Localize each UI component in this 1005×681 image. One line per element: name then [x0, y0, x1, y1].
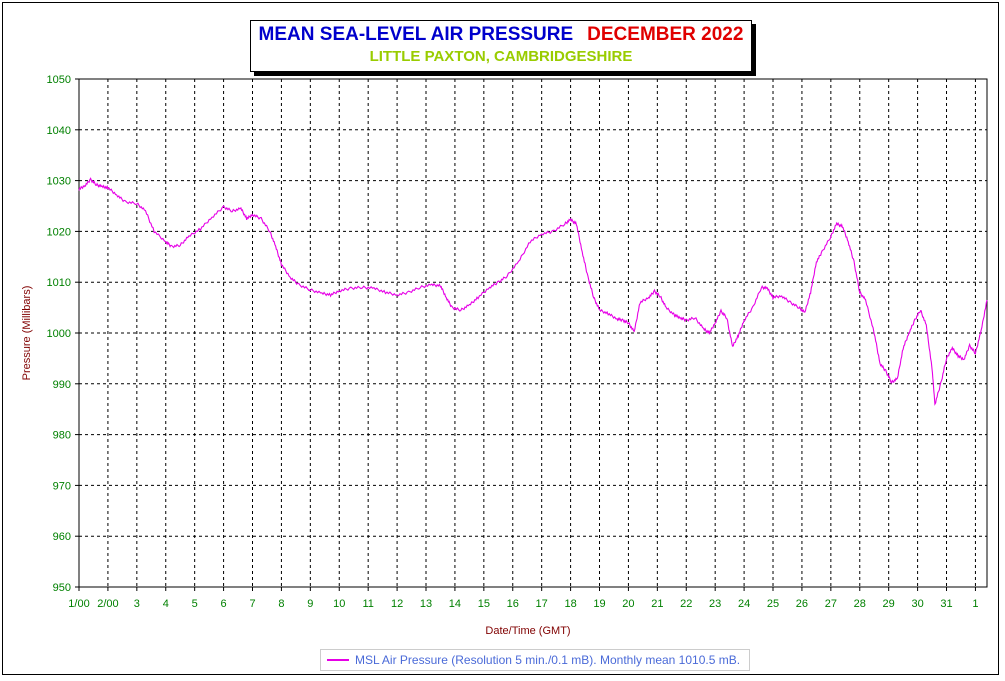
legend-swatch	[327, 659, 349, 661]
x-tick-label: 29	[883, 598, 895, 610]
y-tick-label: 970	[53, 480, 71, 492]
x-tick-label: 15	[478, 598, 490, 610]
x-tick-label: 21	[651, 598, 663, 610]
x-tick-label: 1	[972, 598, 978, 610]
x-tick-label: 30	[911, 598, 923, 610]
plot-area	[78, 78, 988, 588]
x-tick-label: 17	[536, 598, 548, 610]
x-tick-label: 28	[854, 598, 866, 610]
x-tick-label: 3	[134, 598, 140, 610]
x-tick-label: 27	[825, 598, 837, 610]
y-tick-label: 1020	[47, 226, 71, 238]
title-main: MEAN SEA-LEVEL AIR PRESSURE	[258, 24, 574, 45]
x-tick-label: 16	[507, 598, 519, 610]
x-tick-label: 1/00	[68, 598, 89, 610]
x-tick-label: 5	[192, 598, 198, 610]
chart-title-box: MEAN SEA-LEVEL AIR PRESSURE DECEMBER 2022…	[250, 20, 752, 72]
x-tick-label: 25	[767, 598, 779, 610]
x-tick-label: 26	[796, 598, 808, 610]
y-tick-label: 1000	[47, 328, 71, 340]
x-tick-label: 31	[940, 598, 952, 610]
legend: MSL Air Pressure (Resolution 5 min./0.1 …	[320, 649, 750, 671]
y-tick-label: 960	[53, 531, 71, 543]
chart-subtitle: LITTLE PAXTON, CAMBRIDGESHIRE	[369, 48, 633, 65]
x-tick-label: 12	[391, 598, 403, 610]
y-tick-label: 1040	[47, 125, 71, 137]
x-tick-label: 8	[278, 598, 284, 610]
y-tick-label: 950	[53, 582, 71, 594]
x-tick-label: 9	[307, 598, 313, 610]
legend-label: MSL Air Pressure (Resolution 5 min./0.1 …	[355, 653, 741, 667]
x-tick-label: 18	[564, 598, 576, 610]
x-tick-label: 22	[680, 598, 692, 610]
chart-title: MEAN SEA-LEVEL AIR PRESSURE DECEMBER 2022	[251, 24, 751, 46]
y-tick-label: 1050	[47, 74, 71, 86]
x-tick-label: 6	[221, 598, 227, 610]
x-tick-label: 7	[249, 598, 255, 610]
x-tick-label: 20	[622, 598, 634, 610]
x-tick-label: 14	[449, 598, 461, 610]
x-axis-label: Date/Time (GMT)	[485, 625, 570, 637]
y-tick-label: 1030	[47, 176, 71, 188]
x-tick-label: 2/00	[97, 598, 118, 610]
x-tick-label: 4	[163, 598, 169, 610]
x-tick-label: 10	[333, 598, 345, 610]
y-tick-label: 990	[53, 379, 71, 391]
x-tick-label: 24	[738, 598, 750, 610]
series-line-msl-pressure	[78, 177, 988, 406]
x-tick-label: 19	[593, 598, 605, 610]
title-month: DECEMBER 2022	[587, 24, 744, 45]
x-tick-label: 13	[420, 598, 432, 610]
x-tick-label: 23	[709, 598, 721, 610]
y-tick-label: 1010	[47, 277, 71, 289]
y-tick-label: 980	[53, 430, 71, 442]
x-tick-label: 11	[362, 598, 373, 610]
y-axis-label: Pressure (Millibars)	[21, 286, 33, 381]
